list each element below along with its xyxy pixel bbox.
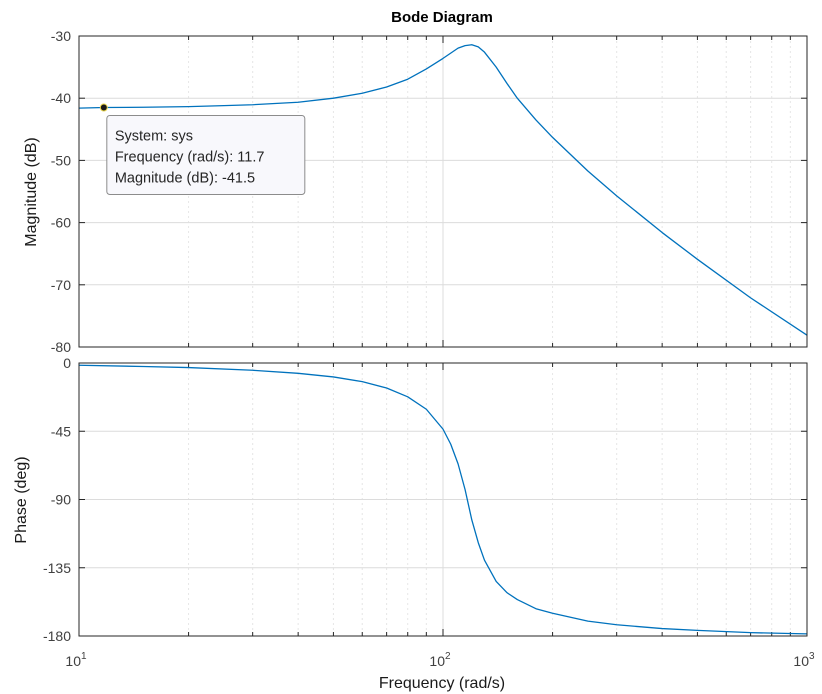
magnitude-axes-frame: [78, 35, 808, 348]
data-tip-marker[interactable]: [99, 103, 108, 112]
magnitude-y-tick-label: -40: [51, 90, 71, 106]
magnitude-series-line[interactable]: [78, 44, 808, 336]
phase-plot[interactable]: 0 -45 -90 -135 -180: [43, 355, 808, 644]
data-tip-line: Magnitude (dB): -41.5: [115, 171, 255, 187]
data-tip-line: Frequency (rad/s): 11.7: [115, 150, 265, 166]
x-tick-labels: 101 102 103: [65, 651, 815, 669]
phase-y-tick-label: -135: [43, 560, 71, 576]
phase-series-line[interactable]: [78, 364, 808, 635]
x-axis-label: Frequency (rad/s): [379, 675, 505, 692]
chart-title: Bode Diagram: [391, 9, 493, 26]
magnitude-y-tick-label: -50: [51, 152, 71, 168]
magnitude-y-tick-label: -70: [51, 277, 71, 293]
data-tip[interactable]: System: sys Frequency (rad/s): 11.7 Magnit…: [99, 103, 306, 196]
x-tick-label: 102: [429, 651, 451, 669]
x-tick-label: 103: [793, 651, 815, 669]
phase-y-tick-label: -45: [51, 423, 71, 439]
data-tip-box[interactable]: [106, 115, 306, 196]
phase-y-tick-label: -90: [51, 492, 71, 508]
magnitude-y-axis-label: Magnitude (dB): [23, 137, 40, 246]
magnitude-y-tick-label: -30: [51, 28, 71, 44]
magnitude-y-tick-label: -80: [51, 339, 71, 355]
magnitude-y-tick-label: -60: [51, 215, 71, 231]
data-tip-line: System: sys: [115, 129, 193, 145]
phase-y-tick-label: -180: [43, 628, 71, 644]
x-tick-label: 101: [65, 651, 87, 669]
phase-axes-frame: [78, 362, 808, 637]
phase-y-axis-label: Phase (deg): [13, 456, 30, 543]
phase-y-tick-label: 0: [63, 355, 71, 371]
